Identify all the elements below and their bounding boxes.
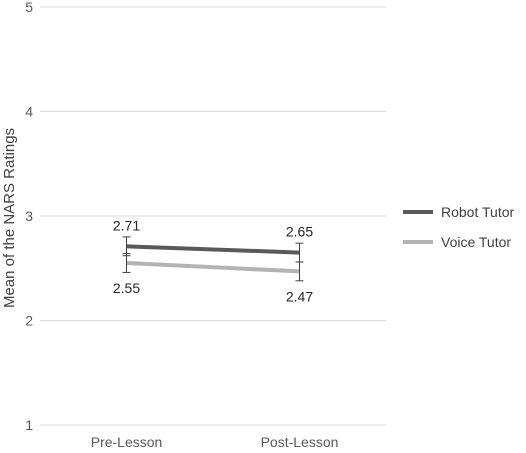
series-line: [126, 261, 300, 274]
y-tick-label: 4: [25, 104, 33, 120]
legend: Robot Tutor Voice Tutor: [403, 204, 514, 250]
data-labels: 2.71 2.65 2.55 2.47: [113, 217, 313, 304]
y-tick-label: 2: [25, 313, 33, 329]
data-label: 2.55: [113, 280, 140, 296]
data-label: 2.47: [286, 288, 313, 304]
y-tick-label: 5: [25, 0, 33, 15]
data-label: 2.65: [286, 224, 313, 240]
x-tick-label: Post-Lesson: [261, 434, 339, 450]
y-axis-title: Mean of the NARS Ratings: [1, 128, 18, 308]
x-tick-label: Pre-Lesson: [91, 434, 163, 450]
y-tick-label: 3: [25, 208, 33, 224]
data-label: 2.71: [113, 217, 140, 233]
legend-label: Robot Tutor: [441, 204, 514, 220]
error-bars: [122, 236, 304, 282]
gridlines: [40, 6, 386, 426]
legend-label: Voice Tutor: [441, 234, 511, 250]
y-tick-labels: 1 2 3 4 5: [25, 0, 33, 433]
series-lines: [126, 244, 300, 274]
y-tick-label: 1: [25, 417, 33, 433]
series-line: [126, 244, 300, 255]
x-tick-labels: Pre-Lesson Post-Lesson: [91, 434, 339, 450]
